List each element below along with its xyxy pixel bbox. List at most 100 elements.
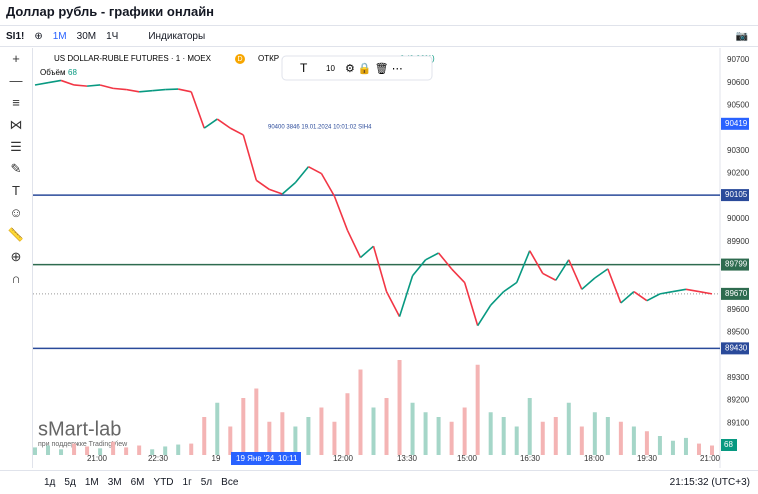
volume-bar [553, 417, 558, 455]
price-tag [721, 189, 749, 202]
legend-open: ОТКР [258, 54, 279, 63]
volume-bar [423, 412, 428, 455]
settings[interactable]: ⚙ 🔒 🗑 ⋯ [345, 62, 403, 75]
volume-bar [397, 360, 402, 455]
price-tag [721, 258, 749, 271]
tool[interactable]: + [12, 51, 20, 66]
tool[interactable]: ✎ [10, 161, 22, 176]
volume-bar [85, 446, 90, 455]
x-tick-label: 19 [212, 454, 221, 463]
y-tick-label: 90600 [727, 78, 750, 87]
interval[interactable]: 1Ч [106, 30, 119, 42]
volume-bar [59, 449, 64, 455]
tool[interactable]: T [12, 183, 20, 198]
price-segment [34, 81, 49, 86]
price-segment [359, 245, 375, 259]
volume-bar [358, 369, 363, 455]
volume-bar [345, 393, 350, 455]
tool[interactable]: ⊕ [10, 249, 22, 264]
camera[interactable]: 📷 [735, 30, 748, 42]
volume-bar [710, 445, 714, 455]
price-segment [60, 79, 75, 86]
price-segment [594, 268, 609, 279]
tool[interactable]: ☰ [10, 139, 22, 154]
price-segment [99, 84, 114, 90]
price-segment [178, 88, 192, 93]
indicators[interactable]: Индикаторы [148, 30, 206, 42]
price-tag-label: 89430 [725, 343, 748, 352]
range-button[interactable]: 6М [130, 477, 145, 488]
range-button[interactable]: 5л [200, 477, 213, 488]
tool[interactable]: 📏 [7, 227, 25, 242]
volume-bar [540, 421, 545, 455]
range-button[interactable]: 5д [64, 477, 76, 488]
volume-label: Объём [40, 68, 66, 77]
range-bar: 1д 5д 1М 3М 6М YTD 1г 5л Все 21:15:32 (UTC+3) [0, 470, 758, 494]
y-tick-label: 90500 [727, 101, 750, 110]
volume-bar [137, 445, 142, 455]
price-segment [646, 293, 661, 302]
symbol[interactable]: SI1! [6, 30, 25, 42]
volume-bar [696, 443, 701, 455]
tool[interactable]: ≡ [12, 95, 20, 110]
price-segment [308, 166, 322, 175]
y-tick-label: 90300 [727, 146, 750, 155]
y-tick-label: 90000 [727, 214, 750, 223]
interval[interactable]: 1М [52, 30, 67, 42]
volume-bar [449, 421, 454, 455]
volume-bar [293, 426, 298, 455]
volume-tag-label: 68 [724, 440, 733, 449]
tool[interactable]: ⋈ [9, 117, 23, 132]
price-segment [398, 275, 414, 317]
annotation: 90400 3846 19.01.2024 10:01:02 SIH4 [268, 125, 372, 131]
price-segment [269, 188, 283, 195]
badge-text: D [237, 56, 242, 63]
volume-bar [254, 388, 259, 455]
volume-bar [241, 398, 246, 455]
price-segment [672, 288, 687, 293]
watermark-sub: при поддержке TradingView [38, 441, 128, 448]
range-button[interactable]: 1д [44, 477, 56, 488]
tool[interactable]: ☺ [9, 205, 23, 220]
price-segment [47, 79, 62, 84]
range-button[interactable]: 1М [84, 477, 99, 488]
price-segment [73, 84, 88, 87]
range-button[interactable]: YTD [153, 477, 174, 488]
price-tag-label: 89799 [725, 260, 748, 269]
volume-bar [644, 431, 649, 455]
volume-bar [111, 441, 116, 455]
y-tick-label: 89600 [727, 305, 750, 314]
range-button[interactable]: Все [221, 477, 239, 488]
legend-name: US DOLLAR-RUBLE FUTURES · 1 · MOEX [54, 54, 212, 63]
volume-bar [592, 412, 597, 455]
tool[interactable]: — [9, 73, 23, 88]
price-segment [294, 166, 310, 184]
price-segment [463, 282, 479, 326]
font-size[interactable]: 10 [326, 64, 335, 73]
x-tick-label: 10:11 [278, 454, 298, 463]
volume-bar [124, 447, 129, 455]
interval[interactable]: 30М [76, 30, 97, 42]
volume-bar [319, 407, 324, 455]
text-tool[interactable]: T [300, 61, 308, 75]
price-segment [581, 277, 596, 290]
range-button[interactable]: 1г [182, 477, 192, 488]
y-tick-label: 90200 [727, 169, 750, 178]
price-segment [685, 288, 700, 293]
add[interactable]: ⊕ [34, 30, 43, 42]
volume-bar [371, 407, 376, 455]
price-segment [139, 89, 153, 93]
volume-bar [527, 398, 532, 455]
x-tick-label: 15:00 [457, 454, 478, 463]
volume-bar [566, 402, 571, 455]
y-tick-label: 89200 [727, 396, 750, 405]
price-segment [190, 91, 206, 129]
price-segment [281, 182, 296, 195]
price-segment [346, 229, 362, 258]
price-segment [152, 88, 166, 92]
tool[interactable]: ∩ [11, 271, 21, 286]
range-button[interactable]: 3М [107, 477, 122, 488]
price-segment [515, 250, 531, 283]
price-segment [255, 179, 270, 191]
